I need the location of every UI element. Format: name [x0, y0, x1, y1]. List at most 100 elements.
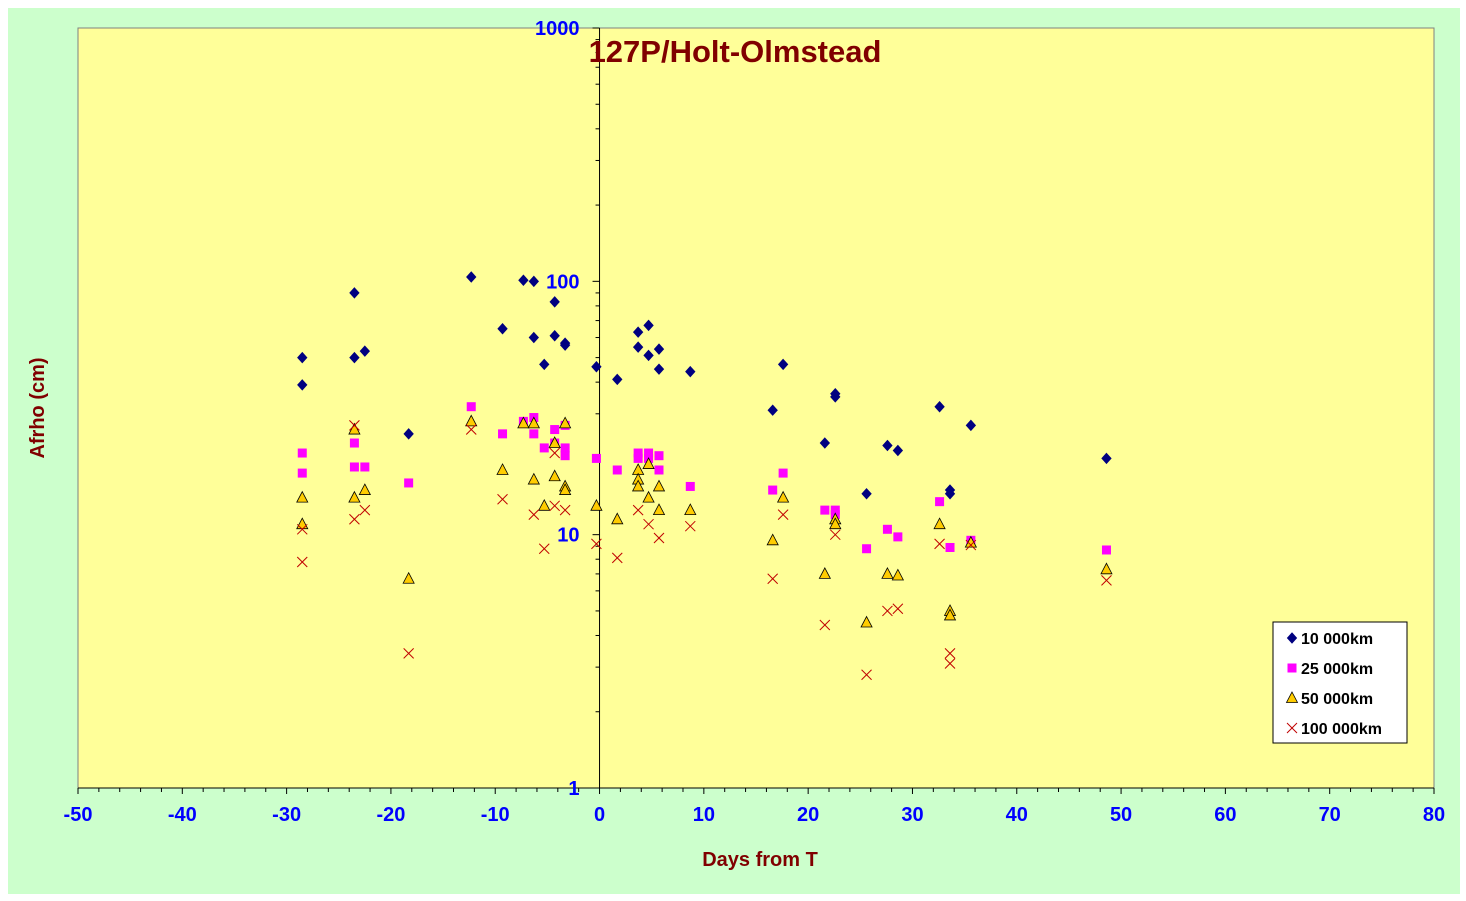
- x-marker-stroke: [819, 619, 831, 631]
- x-marker-stroke: [861, 669, 872, 681]
- x-marker-stroke: [944, 648, 956, 659]
- data-point: [653, 343, 665, 355]
- x-tick-label: 70: [1319, 804, 1341, 826]
- data-point: [612, 465, 622, 475]
- data-point: [528, 275, 539, 288]
- data-point: [944, 648, 956, 659]
- x-marker-stroke: [591, 538, 602, 550]
- data-point: [539, 443, 549, 453]
- data-point: [403, 428, 414, 440]
- data-point: [767, 404, 778, 416]
- x-tick-label: 50: [1110, 804, 1132, 826]
- data-point: [934, 538, 945, 550]
- x-marker-stroke: [359, 504, 371, 516]
- data-point: [652, 503, 666, 516]
- data-point: [297, 351, 308, 364]
- data-point: [818, 567, 832, 579]
- data-point: [538, 498, 551, 511]
- data-point: [819, 437, 831, 449]
- axes: -50 -40 -30 -20 -10 0 10 20 30 40 50 60 70 80 1 10 100 10…: [64, 18, 1446, 826]
- x-tick-label: -30: [272, 804, 301, 826]
- data-point: [882, 524, 892, 534]
- data-point: [643, 518, 654, 530]
- legend-box: [1272, 621, 1408, 744]
- data-point: [893, 532, 903, 542]
- data-point: [777, 358, 789, 371]
- data-point: [297, 379, 308, 391]
- data-point: [945, 542, 955, 552]
- data-point: [549, 447, 561, 459]
- x-marker-stroke: [632, 504, 644, 516]
- data-point: [943, 608, 957, 621]
- x-marker-stroke: [403, 648, 415, 659]
- x-marker-stroke: [465, 424, 477, 435]
- data-point: [296, 523, 308, 535]
- x-marker-stroke: [829, 529, 841, 541]
- data-point: [965, 539, 977, 551]
- x-marker-stroke: [934, 538, 945, 550]
- data-point: [527, 416, 540, 429]
- x-marker-stroke: [965, 539, 977, 551]
- data-point: [611, 512, 624, 525]
- data-point: [654, 465, 664, 475]
- x-marker-stroke: [528, 509, 540, 520]
- legend-label: 100 000km: [1301, 721, 1382, 738]
- data-point: [548, 469, 561, 482]
- data-point: [861, 488, 872, 500]
- data-point: [965, 419, 977, 432]
- data-point: [632, 504, 644, 516]
- data-point: [633, 453, 643, 463]
- y-tick-label: 10: [557, 525, 579, 547]
- data-point: [465, 424, 477, 435]
- data-point: [538, 543, 550, 555]
- data-point: [297, 448, 307, 458]
- data-point: [819, 619, 831, 631]
- data-point: [296, 490, 309, 503]
- data-point: [934, 400, 945, 413]
- data-point: [297, 468, 307, 478]
- data-point: [591, 538, 602, 550]
- data-point: [644, 448, 654, 458]
- data-point: [612, 373, 623, 386]
- data-point: [776, 490, 790, 503]
- data-point: [358, 483, 372, 495]
- data-point: [685, 365, 696, 378]
- x-marker-stroke: [296, 556, 308, 568]
- data-point: [882, 605, 893, 617]
- x-marker-stroke: [538, 543, 550, 555]
- x-tick-label: 80: [1423, 804, 1445, 826]
- x-tick-label: 20: [797, 804, 819, 826]
- plot-area: [77, 27, 1435, 789]
- data-point: [882, 439, 893, 452]
- data-point: [349, 513, 360, 525]
- data-point: [550, 425, 560, 435]
- data-point: [497, 322, 508, 335]
- x-tick-label: 10: [693, 804, 715, 826]
- x-tick-label: 40: [1006, 804, 1028, 826]
- data-point: [558, 416, 572, 429]
- data-point: [684, 520, 696, 532]
- x-marker-stroke: [497, 493, 508, 505]
- x-marker-stroke: [643, 518, 654, 530]
- y-tick-label: 1: [568, 778, 579, 800]
- legend-items: 10 000km 25 000km 50 000km 100 000km: [1285, 631, 1382, 738]
- data-point: [591, 453, 601, 463]
- data-point: [891, 568, 905, 581]
- x-marker-stroke: [653, 532, 665, 544]
- data-point: [359, 345, 371, 357]
- data-point: [653, 532, 665, 544]
- data-point: [517, 416, 530, 429]
- data-point: [559, 504, 571, 516]
- data-point: [881, 567, 894, 579]
- data-point: [528, 509, 540, 520]
- x-marker-stroke: [777, 509, 789, 520]
- y-axis-title: Afrho (cm): [27, 357, 49, 458]
- x-marker-stroke: [882, 605, 893, 617]
- data-point: [892, 603, 904, 615]
- x-marker-stroke: [767, 573, 779, 585]
- x-axis-title: Days from T: [702, 849, 818, 871]
- legend-label: 50 000km: [1301, 691, 1373, 708]
- series-50-000km: [296, 414, 1113, 628]
- x-marker-stroke: [684, 520, 696, 532]
